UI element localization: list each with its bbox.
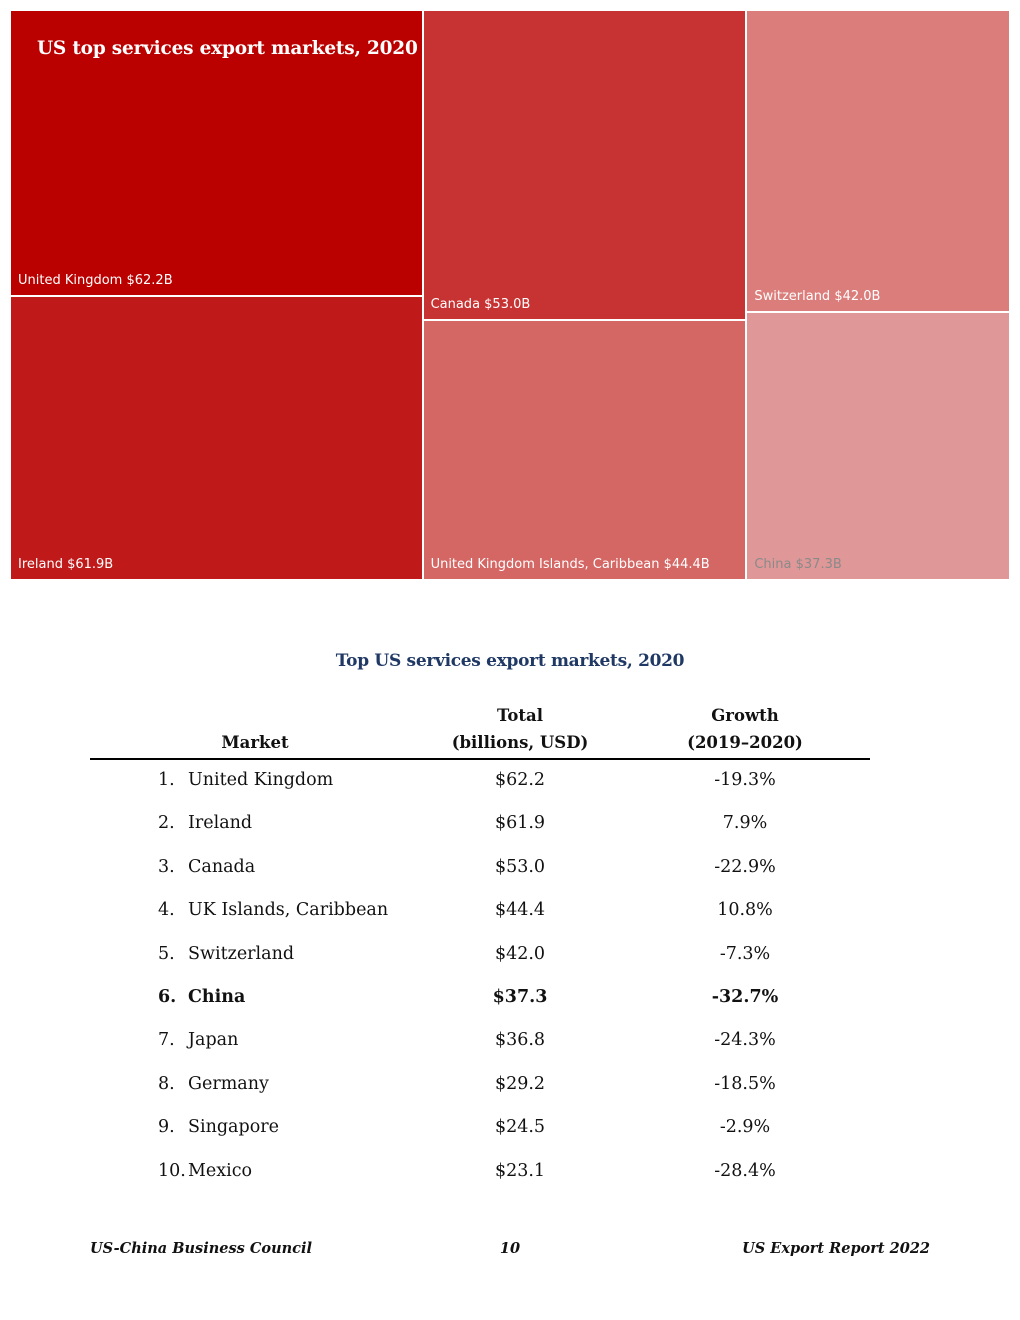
treemap-tile: United Kingdom $62.2B bbox=[11, 11, 422, 295]
row-growth: -7.3% bbox=[719, 943, 771, 964]
row-growth: -24.3% bbox=[714, 1030, 776, 1051]
row-total: $24.5 bbox=[494, 1117, 546, 1138]
row-market: Singapore bbox=[188, 1117, 279, 1138]
row-total: $42.0 bbox=[494, 943, 546, 964]
treemap-tile-label: Canada $53.0B bbox=[430, 297, 531, 313]
row-rank: 7. bbox=[158, 1030, 175, 1051]
row-rank: 1. bbox=[158, 770, 175, 790]
row-rank: 6. bbox=[158, 986, 177, 1007]
row-market: Switzerland bbox=[188, 943, 295, 964]
table-row: 6. China $37.3 -32.7% bbox=[90, 977, 870, 1020]
row-total: $44.4 bbox=[494, 900, 546, 921]
row-growth: -19.3% bbox=[714, 770, 776, 790]
row-market: United Kingdom bbox=[188, 770, 334, 790]
row-market: Ireland bbox=[188, 813, 253, 834]
header-growth: Growth (2019–2020) bbox=[687, 706, 803, 752]
row-market: China bbox=[188, 986, 246, 1007]
table-body: 1. United Kingdom $62.2 -19.3% 2. Ireland $61.… bbox=[90, 760, 870, 1194]
treemap-tile: Ireland $61.9B bbox=[11, 296, 422, 579]
table-row: 5. Switzerland $42.0 -7.3% bbox=[90, 934, 870, 977]
row-growth: -32.7% bbox=[711, 986, 779, 1007]
row-total: $29.2 bbox=[494, 1073, 546, 1094]
table-row: 1. United Kingdom $62.2 -19.3% bbox=[90, 760, 870, 803]
table-row: 2. Ireland $61.9 7.9% bbox=[90, 803, 870, 846]
treemap-tile: Switzerland $42.0B bbox=[747, 11, 1009, 311]
row-market: Japan bbox=[188, 1030, 239, 1051]
table-row: 3. Canada $53.0 -22.9% bbox=[90, 847, 870, 890]
treemap-tile-label: United Kingdom Islands, Caribbean $44.4B bbox=[430, 556, 710, 572]
row-growth: 7.9% bbox=[722, 813, 768, 834]
treemap-tile-label: China $37.3B bbox=[754, 556, 842, 572]
row-total: $36.8 bbox=[494, 1030, 546, 1051]
row-growth: -22.9% bbox=[714, 856, 776, 877]
row-market: Canada bbox=[188, 856, 256, 877]
row-rank: 3. bbox=[158, 856, 175, 877]
row-rank: 9. bbox=[158, 1117, 175, 1138]
row-total: $61.9 bbox=[494, 813, 546, 834]
footer-report-title: US Export Report 2022 bbox=[742, 1240, 930, 1257]
table-row: 9. Singapore $24.5 -2.9% bbox=[90, 1107, 870, 1150]
table-header: Market Total (billions, USD) Growth (201… bbox=[90, 704, 870, 760]
treemap-title: US top services export markets, 2020 bbox=[37, 38, 418, 59]
row-growth: -18.5% bbox=[714, 1073, 776, 1094]
row-growth: -2.9% bbox=[719, 1117, 771, 1138]
row-rank: 2. bbox=[158, 813, 175, 834]
row-growth: -28.4% bbox=[714, 1160, 776, 1181]
table-row: 7. Japan $36.8 -24.3% bbox=[90, 1020, 870, 1063]
treemap-tile: China $37.3B bbox=[747, 312, 1009, 579]
table-title: Top US services export markets, 2020 bbox=[335, 651, 685, 671]
treemap-tile-label: Ireland $61.9B bbox=[18, 556, 114, 572]
row-rank: 5. bbox=[158, 943, 175, 964]
header-total: Total (billions, USD) bbox=[451, 706, 589, 752]
row-rank: 10. bbox=[158, 1160, 186, 1181]
row-market: Germany bbox=[188, 1073, 269, 1094]
table-row: 10. Mexico $23.1 -28.4% bbox=[90, 1151, 870, 1194]
row-total: $62.2 bbox=[494, 770, 546, 790]
treemap-tile: United Kingdom Islands, Caribbean $44.4B bbox=[423, 321, 746, 579]
header-market: Market bbox=[221, 733, 289, 752]
row-total: $37.3 bbox=[492, 986, 548, 1007]
footer-organization: US-China Business Council bbox=[90, 1240, 312, 1257]
treemap-tile-label: United Kingdom $62.2B bbox=[18, 272, 173, 288]
row-market: UK Islands, Caribbean bbox=[188, 900, 389, 921]
row-market: Mexico bbox=[188, 1160, 253, 1181]
table-row: 8. Germany $29.2 -18.5% bbox=[90, 1064, 870, 1107]
row-total: $23.1 bbox=[494, 1160, 546, 1181]
table-row: 4. UK Islands, Caribbean $44.4 10.8% bbox=[90, 890, 870, 933]
treemap-tile: Canada $53.0B bbox=[423, 11, 746, 320]
row-rank: 4. bbox=[158, 900, 175, 921]
treemap-chart: China $37.3B Switzerland $42.0B United Kin… bbox=[10, 10, 1010, 580]
footer-page-number: 10 bbox=[499, 1240, 521, 1257]
row-total: $53.0 bbox=[494, 856, 546, 877]
markets-table: Market Total (billions, USD) Growth (201… bbox=[90, 704, 870, 1194]
row-rank: 8. bbox=[158, 1073, 175, 1094]
row-growth: 10.8% bbox=[717, 900, 773, 921]
treemap-tile-label: Switzerland $42.0B bbox=[754, 288, 881, 304]
